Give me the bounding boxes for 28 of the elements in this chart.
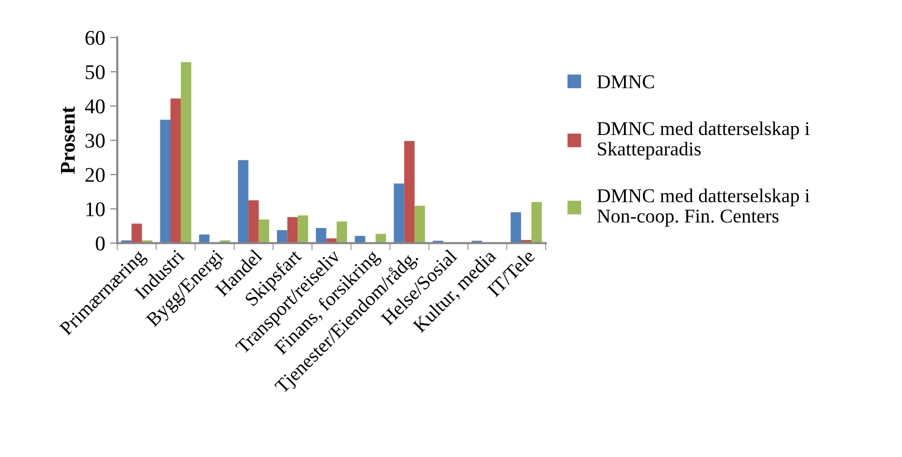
bar xyxy=(238,160,248,244)
bar xyxy=(298,215,308,244)
bar xyxy=(287,217,298,244)
y-tick-label: 60 xyxy=(86,30,105,45)
y-tick-label: 10 xyxy=(86,202,105,216)
bar xyxy=(404,140,415,244)
bar xyxy=(180,62,192,244)
bar xyxy=(510,212,522,244)
bar xyxy=(316,228,326,244)
y-tick-label: 30 xyxy=(86,134,105,148)
legend-label: DMNC med datterselskap i Non-coop. Fin. Centers xyxy=(597,188,810,227)
y-tick-label: 0 xyxy=(96,236,105,251)
bar xyxy=(248,200,259,244)
y-tick-label: 20 xyxy=(86,168,105,182)
legend-label: DMNC med datterselskap i Skatteparadis xyxy=(597,121,810,160)
y-tick-label: 50 xyxy=(86,65,105,80)
y-tick-label: 40 xyxy=(85,99,105,114)
bar xyxy=(336,222,348,244)
y-axis-title: Prosent xyxy=(60,106,75,174)
bar xyxy=(394,183,404,244)
legend-label: DMNC xyxy=(597,75,654,88)
bar xyxy=(414,206,425,244)
bar xyxy=(170,98,181,244)
bar xyxy=(531,202,542,244)
bar xyxy=(132,224,142,244)
bar xyxy=(276,230,288,244)
bar xyxy=(160,120,170,244)
bar xyxy=(258,219,270,244)
